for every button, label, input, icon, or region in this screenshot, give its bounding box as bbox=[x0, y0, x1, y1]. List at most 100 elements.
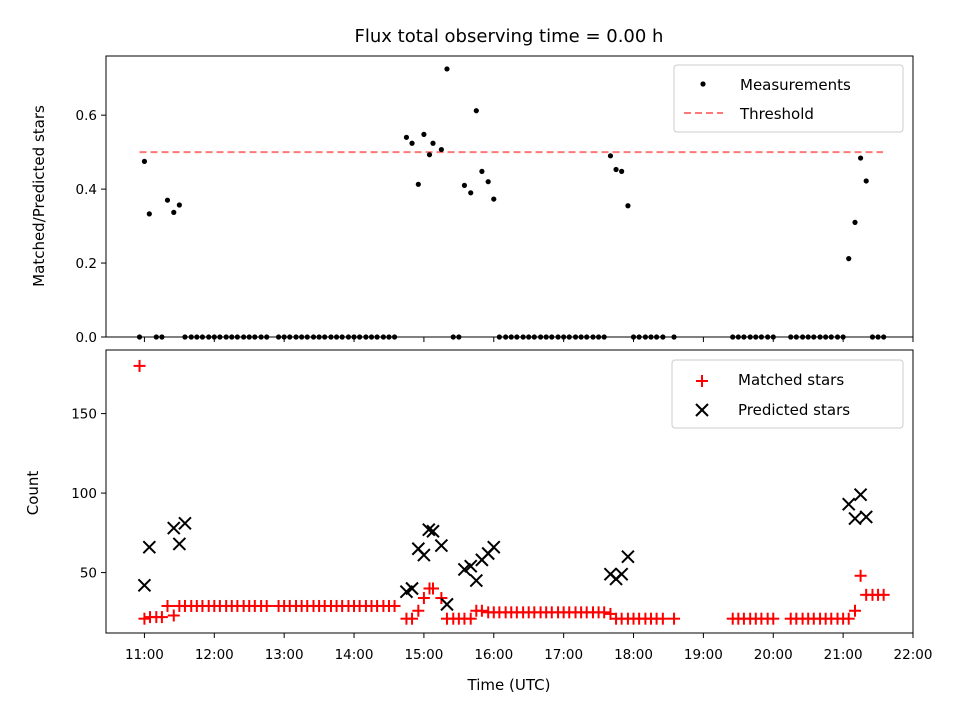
bottom-x-tick-label: 12:00 bbox=[195, 647, 234, 663]
matched-star-point bbox=[388, 599, 401, 612]
predicted-star-point bbox=[621, 549, 635, 564]
bottom-x-tick-label: 21:00 bbox=[824, 647, 863, 663]
bottom-axes-frame bbox=[105, 349, 914, 634]
predicted-star-point bbox=[137, 578, 152, 593]
bottom-x-tick-label: 11:00 bbox=[125, 647, 164, 663]
matched-star-point bbox=[155, 611, 168, 624]
matched-star-point bbox=[877, 588, 890, 601]
legend-matched-label: Matched stars bbox=[738, 371, 844, 389]
predicted-star-point bbox=[469, 573, 484, 588]
matched-star-point bbox=[417, 592, 430, 605]
predicted-star-point bbox=[417, 548, 431, 562]
matched-star-point bbox=[138, 612, 151, 625]
matched-star-point bbox=[598, 606, 611, 619]
top-y-tick-label: 0.2 bbox=[76, 256, 97, 272]
measurement-point bbox=[426, 152, 433, 158]
predicted-star-point bbox=[172, 537, 187, 551]
bottom-y-tick-label: 50 bbox=[80, 566, 97, 582]
top-plot-marks bbox=[136, 66, 887, 340]
measurement-point bbox=[403, 134, 410, 140]
bottom-tick-group: 50 100 150 11:00 12:00 13:00 14:00 15:00 16:00 17… bbox=[71, 407, 932, 663]
legend-threshold-label: Threshold bbox=[739, 105, 814, 123]
measurement-point bbox=[415, 181, 421, 187]
matched-star-point bbox=[426, 582, 439, 595]
measurement-point bbox=[857, 155, 864, 161]
matched-star-point bbox=[656, 612, 669, 625]
matched-star-point bbox=[475, 604, 488, 617]
bottom-x-tick-label: 19:00 bbox=[684, 647, 723, 663]
predicted-star-point bbox=[614, 567, 629, 581]
bottom-x-tick-label: 18:00 bbox=[614, 647, 653, 663]
top-y-axis-label: Matched/Predicted stars bbox=[30, 105, 48, 287]
predicted-star-point bbox=[848, 511, 862, 526]
predicted-star-point bbox=[405, 581, 419, 596]
predicted-star-point bbox=[426, 524, 440, 538]
measurement-point bbox=[485, 179, 491, 185]
bottom-x-tick-label: 22:00 bbox=[894, 647, 933, 663]
bottom-x-tick-label: 17:00 bbox=[544, 647, 583, 663]
bottom-y-tick-label: 100 bbox=[71, 486, 97, 502]
predicted-star-point bbox=[464, 559, 478, 573]
measurement-point bbox=[164, 197, 171, 203]
predicted-star-point bbox=[859, 510, 873, 524]
top-y-tick-label: 0.6 bbox=[76, 108, 97, 124]
predicted-star-point bbox=[440, 597, 454, 612]
predicted-star-point bbox=[457, 562, 472, 577]
measurement-point bbox=[607, 153, 614, 159]
measurement-point bbox=[846, 256, 852, 262]
matched-star-point bbox=[412, 604, 425, 617]
measurement-point bbox=[473, 108, 479, 114]
measurement-point bbox=[863, 178, 869, 184]
predicted-star-point bbox=[434, 538, 449, 553]
matched-star-point bbox=[854, 569, 867, 582]
bottom-plot-marks bbox=[133, 359, 890, 625]
measurement-point bbox=[852, 219, 858, 225]
measurement-point bbox=[141, 158, 148, 164]
legend-predicted-label: Predicted stars bbox=[738, 401, 850, 419]
measurement-point bbox=[430, 140, 436, 146]
matched-star-point bbox=[849, 604, 862, 617]
top-y-tick-label: 0.4 bbox=[76, 182, 97, 198]
predicted-star-point bbox=[422, 522, 436, 537]
matched-star-point bbox=[767, 612, 780, 625]
top-y-tick-label: 0.0 bbox=[76, 330, 97, 346]
measurement-point bbox=[421, 131, 427, 137]
measurement-point bbox=[491, 196, 497, 202]
measurement-point bbox=[176, 202, 182, 208]
bottom-x-tick-label: 15:00 bbox=[404, 647, 443, 663]
matched-star-point bbox=[167, 609, 180, 622]
bottom-y-tick-label: 150 bbox=[71, 407, 97, 423]
measurement-point bbox=[438, 146, 444, 153]
bottom-legend: Matched stars Predicted stars bbox=[671, 359, 904, 429]
top-legend: Measurements Threshold bbox=[673, 64, 904, 133]
predicted-star-point bbox=[487, 540, 501, 554]
x-axis-label: Time (UTC) bbox=[467, 676, 551, 694]
predicted-star-point bbox=[167, 521, 181, 535]
top-axes-frame bbox=[105, 55, 914, 338]
measurement-point bbox=[444, 66, 450, 72]
legend-measurements-marker bbox=[700, 81, 706, 87]
chart-title: Flux total observing time = 0.00 h bbox=[355, 26, 664, 47]
matched-star-point bbox=[464, 612, 477, 625]
predicted-star-point bbox=[842, 497, 856, 511]
measurement-point bbox=[461, 182, 468, 189]
measurement-point bbox=[146, 211, 152, 217]
measurement-point bbox=[409, 140, 415, 146]
matched-star-point bbox=[260, 599, 273, 612]
matched-star-point bbox=[406, 612, 419, 625]
matched-star-point bbox=[842, 612, 855, 625]
top-legend-box bbox=[673, 64, 904, 133]
bottom-panel: Count Time (UTC) 50 100 150 11:00 12:00 13:00… bbox=[24, 349, 932, 694]
legend-measurements-label: Measurements bbox=[740, 76, 851, 94]
bottom-x-tick-label: 20:00 bbox=[754, 647, 793, 663]
matched-star-point bbox=[668, 612, 681, 625]
top-panel: Matched/Predicted stars 0.0 0.2 0.4 0.6 Mea… bbox=[30, 55, 914, 346]
legend-matched-marker bbox=[696, 375, 708, 387]
predicted-star-point bbox=[142, 540, 157, 554]
matched-star-point bbox=[133, 359, 146, 372]
predicted-star-point bbox=[853, 487, 868, 502]
bottom-y-axis-label: Count bbox=[24, 471, 42, 516]
measurement-point bbox=[468, 190, 474, 196]
legend-predicted-marker bbox=[695, 403, 709, 417]
measurement-point bbox=[613, 166, 619, 173]
